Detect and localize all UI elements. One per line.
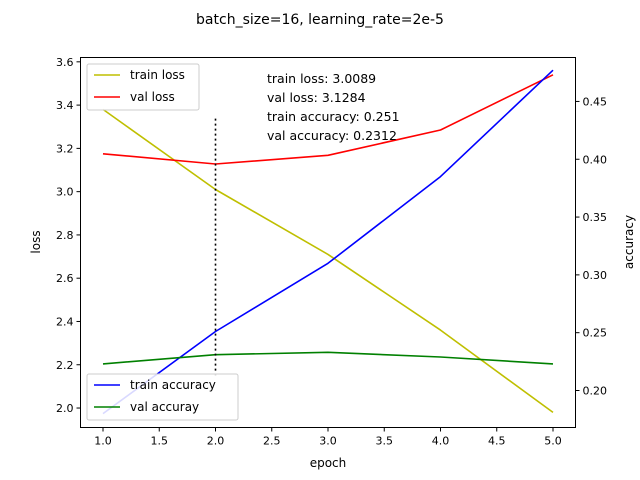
- annotation-val-loss: val loss: 3.1284: [267, 90, 366, 105]
- y-left-tick-label-6: 3.2: [56, 142, 74, 155]
- x-tick-label-6: 4.0: [432, 435, 450, 448]
- legend-label-train-loss: train loss: [130, 68, 185, 82]
- x-tick-label-7: 4.5: [488, 435, 506, 448]
- plot-frame: [80, 57, 576, 428]
- y-left-tick-label-5: 3.0: [56, 186, 74, 199]
- legend-label-train-accuracy: train accuracy: [130, 378, 216, 392]
- y-right-tick-label-1: 0.25: [583, 327, 608, 340]
- y-left-tick-label-0: 2.0: [56, 402, 74, 415]
- x-tick-label-3: 2.5: [263, 435, 281, 448]
- chart-title: batch_size=16, learning_rate=2e-5: [196, 12, 444, 28]
- stats-annotation: train loss: 3.0089 val loss: 3.1284 trai…: [267, 71, 400, 143]
- legend-accuracy: train accuracy val accuray: [86, 373, 239, 421]
- y-right-tick-label-5: 0.45: [583, 95, 608, 108]
- y-left-tick-label-7: 3.4: [56, 99, 74, 112]
- y-left-tick-label-4: 2.8: [56, 229, 74, 242]
- y-left-tick-label-1: 2.2: [56, 359, 74, 372]
- y-right-tick-label-3: 0.35: [583, 211, 608, 224]
- y-right-tick-label-2: 0.30: [583, 269, 608, 282]
- x-tick-label-2: 2.0: [207, 435, 225, 448]
- annotation-train-accuracy: train accuracy: 0.251: [267, 109, 400, 124]
- x-tick-label-5: 3.5: [376, 435, 394, 448]
- legend-loss: train loss val loss: [86, 63, 200, 111]
- x-tick-label-1: 1.5: [151, 435, 169, 448]
- y-axis-label-left: loss: [29, 230, 43, 253]
- series-line-val-accuray: [102, 351, 554, 365]
- annotation-train-loss: train loss: 3.0089: [267, 71, 376, 86]
- y-left-tick-label-3: 2.6: [56, 272, 74, 285]
- y-left-tick-label-2: 2.4: [56, 315, 74, 328]
- y-left-tick-label-8: 3.6: [56, 56, 74, 69]
- x-tick-label-8: 5.0: [544, 435, 562, 448]
- x-tick-label-4: 3.0: [319, 435, 337, 448]
- series-line-train-accuracy: [102, 69, 554, 415]
- y-right-tick-label-0: 0.20: [583, 385, 608, 398]
- x-tick-label-0: 1.0: [94, 435, 112, 448]
- legend-accuracy-box: [86, 373, 239, 421]
- legend-label-val-loss: val loss: [130, 90, 175, 104]
- legend-label-val-accuracy: val accuray: [130, 400, 199, 414]
- x-axis-label: epoch: [310, 456, 347, 470]
- y-axis-label-right: accuracy: [622, 215, 636, 269]
- annotation-val-accuracy: val accuracy: 0.2312: [267, 128, 397, 143]
- y-right-tick-label-4: 0.40: [583, 153, 608, 166]
